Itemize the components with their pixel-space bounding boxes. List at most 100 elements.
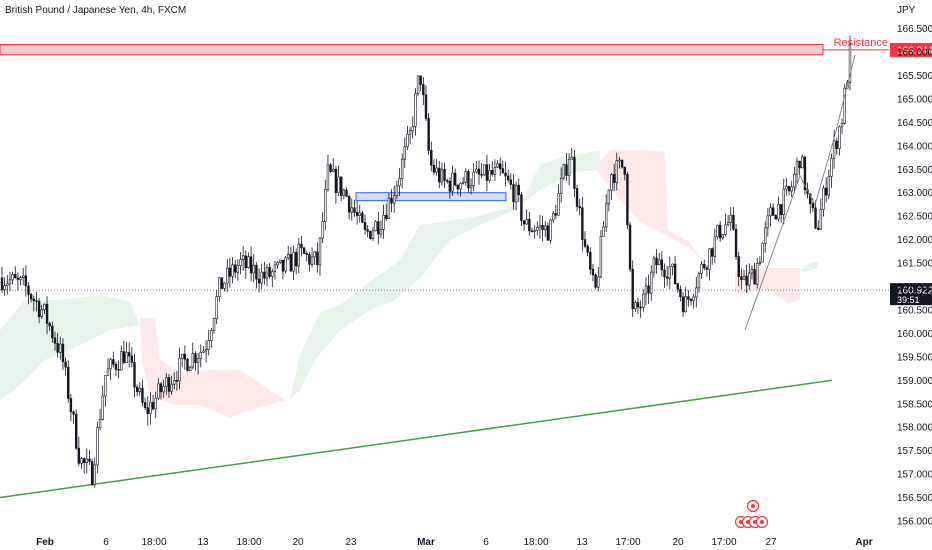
candle-body <box>607 189 611 205</box>
candle-body <box>56 343 59 353</box>
candle <box>228 258 232 288</box>
candle <box>671 263 674 276</box>
candle-body <box>96 427 99 466</box>
candle <box>300 235 303 257</box>
candle <box>80 456 83 469</box>
candle-body <box>488 170 491 181</box>
candle-body <box>154 397 157 410</box>
candle <box>612 163 616 192</box>
candle <box>615 152 619 191</box>
candle <box>522 220 526 231</box>
time-tick-label: Mar <box>417 537 435 548</box>
cloud-green-2 <box>800 262 818 272</box>
candle <box>125 342 128 364</box>
time-tick-label: 18:00 <box>141 537 166 548</box>
candle-body <box>297 243 300 267</box>
candle <box>371 226 375 242</box>
candle-body <box>480 174 483 176</box>
candle <box>310 247 314 268</box>
candle <box>824 177 828 203</box>
candle-body <box>512 184 515 203</box>
candle <box>72 410 75 424</box>
candle <box>135 384 139 397</box>
candle-body <box>271 271 274 277</box>
time-tick-label: Feb <box>36 537 54 548</box>
candle-body <box>183 353 187 360</box>
candle <box>551 210 555 224</box>
candle-body <box>785 186 788 190</box>
candle-body <box>355 212 359 216</box>
candle <box>239 252 242 275</box>
candle <box>467 169 470 193</box>
candle-body <box>679 288 682 298</box>
candle <box>130 347 134 368</box>
candle <box>35 292 38 312</box>
candle-body <box>729 214 732 223</box>
candle <box>77 436 81 466</box>
time-tick-label: 13 <box>576 537 588 548</box>
price-tick-label: 164.500 <box>897 118 932 129</box>
candle-body <box>467 171 470 189</box>
candle-body <box>130 355 134 363</box>
candle <box>737 251 740 286</box>
candle-body <box>234 264 237 273</box>
price-axis[interactable]: 166.500 166.000 165.500 165.000 164.500 164.0… <box>897 24 932 527</box>
candle <box>623 166 626 181</box>
candle <box>149 392 152 425</box>
candle <box>514 181 518 211</box>
candle <box>469 178 473 195</box>
candle <box>626 171 629 230</box>
candle-body <box>602 226 605 237</box>
candle <box>491 161 494 177</box>
candle <box>313 251 316 266</box>
candle-body <box>615 160 619 183</box>
candle <box>676 282 679 293</box>
candle <box>196 352 200 375</box>
candle-body <box>782 188 785 216</box>
time-tick-label: 13 <box>197 537 209 548</box>
candle <box>186 357 189 372</box>
candle-body <box>35 300 38 302</box>
candle <box>339 176 343 202</box>
candle-body <box>501 168 505 174</box>
candle-body <box>64 361 67 368</box>
candle <box>29 292 33 303</box>
chart-title: British Pound / Japanese Yen, 4h, FXCM <box>5 5 186 16</box>
candle <box>705 265 709 277</box>
candle <box>284 255 287 274</box>
candle-body <box>745 275 748 286</box>
candle-body <box>411 125 414 132</box>
time-axis[interactable]: Feb 6 18:00 13 18:00 20 23 Mar 6 18:00 13 17:00 20 17… <box>36 537 873 548</box>
candle <box>106 358 110 376</box>
candle-body <box>19 277 22 280</box>
candle-body <box>392 195 396 204</box>
candle-body <box>718 224 722 239</box>
candle-body <box>196 358 200 364</box>
candle-body <box>265 267 269 279</box>
candle <box>14 266 17 279</box>
candle <box>451 165 454 196</box>
price-tick-label: 161.000 <box>897 282 932 293</box>
candle-body <box>737 256 740 277</box>
candle-body <box>753 269 756 285</box>
candle-body <box>586 245 589 253</box>
candle <box>406 126 409 151</box>
candle <box>56 332 59 358</box>
candle-body <box>453 172 457 186</box>
resistance-zone <box>0 43 824 56</box>
candle <box>120 345 123 371</box>
candle <box>379 220 383 238</box>
candle <box>154 391 157 418</box>
candle-body <box>681 296 685 313</box>
candle <box>122 340 126 365</box>
candle-body <box>822 187 825 210</box>
candle-body <box>424 94 428 119</box>
candle <box>138 381 141 396</box>
candle-body <box>710 248 714 257</box>
candle-body <box>758 261 762 264</box>
candle-body <box>223 282 226 289</box>
candle <box>589 247 592 275</box>
time-tick-label: Apr <box>855 537 872 548</box>
candle <box>594 273 597 290</box>
